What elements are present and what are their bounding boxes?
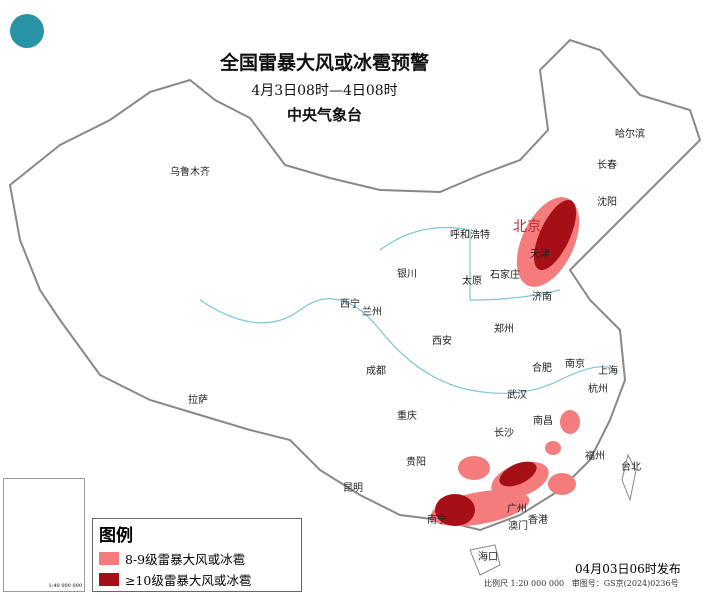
city-label: 长沙 (494, 428, 514, 439)
city-label: 香港 (528, 515, 548, 526)
city-label: 北京 (513, 219, 541, 235)
city-label: 台北 (621, 462, 641, 473)
city-label: 乌鲁木齐 (170, 167, 210, 178)
warning-areas (430, 197, 580, 526)
valid-period: 4月3日08时—4日08时 (251, 83, 398, 99)
river (379, 227, 561, 301)
river (199, 298, 616, 394)
city-label: 广州 (507, 504, 527, 515)
city-label: 银川 (397, 269, 417, 280)
city-label: 昆明 (343, 483, 363, 494)
city-label: 成都 (366, 366, 386, 377)
city-label: 呼和浩特 (450, 230, 490, 241)
warning-area-severe (499, 461, 537, 487)
legend-swatch (99, 552, 119, 565)
warning-area-light (545, 441, 561, 455)
city-label: 福州 (585, 451, 605, 462)
city-label: 石家庄 (490, 270, 520, 281)
cma-logo (10, 14, 44, 48)
city-label: 南宁 (427, 515, 447, 526)
city-label: 哈尔滨 (615, 129, 645, 140)
city-label: 拉萨 (188, 395, 208, 406)
city-label: 重庆 (397, 411, 417, 422)
city-label: 海口 (478, 552, 498, 563)
city-label: 澳门 (508, 521, 528, 532)
city-label: 西宁 (340, 299, 360, 310)
map-title: 全国雷暴大风或冰雹预警 (219, 52, 429, 74)
issuer: 中央气象台 (286, 106, 362, 124)
inset-scale: 1:40 000 000 (48, 583, 83, 589)
legend-label: ≥10级雷暴大风或冰雹 (125, 573, 252, 588)
legend-item-light: 8-9级雷暴大风或冰雹 (99, 549, 245, 568)
warning-area-light (548, 473, 576, 495)
city-label: 南京 (565, 359, 585, 370)
warning-area-light (560, 410, 580, 434)
warning-area-severe (533, 199, 577, 271)
city-label: 南昌 (533, 416, 553, 427)
city-label: 长春 (597, 160, 617, 171)
legend-item-severe: ≥10级雷暴大风或冰雹 (99, 570, 251, 589)
approval-number: 审图号：GS京(2024)0236号 (571, 579, 679, 588)
taiwan (621, 453, 637, 502)
scale-and-approval: 比例尺 1:20 000 000 审图号：GS京(2024)0236号 (484, 578, 679, 589)
legend: 图例 8-9级雷暴大风或冰雹 ≥10级雷暴大风或冰雹 (92, 518, 302, 592)
city-label: 贵阳 (406, 457, 426, 468)
city-label: 济南 (532, 292, 552, 303)
city-label: 武汉 (507, 390, 527, 401)
legend-swatch (99, 573, 119, 586)
south-china-sea-inset: 1:40 000 000 (3, 478, 85, 592)
scale-text: 比例尺 1:20 000 000 (484, 579, 565, 588)
city-label: 杭州 (588, 384, 608, 395)
city-label: 郑州 (494, 324, 514, 335)
legend-label: 8-9级雷暴大风或冰雹 (125, 552, 246, 567)
city-label: 上海 (598, 366, 618, 377)
legend-title: 图例 (99, 526, 133, 546)
warning-area-light (458, 456, 490, 480)
hainan (469, 544, 501, 576)
city-label: 太原 (462, 276, 482, 287)
city-label: 沈阳 (597, 197, 617, 208)
china-outline (8, 38, 702, 532)
city-label: 兰州 (362, 307, 382, 318)
city-label: 天津 (530, 249, 550, 260)
warning-area-severe (435, 494, 475, 526)
city-label: 合肥 (532, 363, 552, 374)
city-label: 西安 (432, 336, 452, 347)
publish-time: 04月03日06时发布 (575, 562, 681, 576)
